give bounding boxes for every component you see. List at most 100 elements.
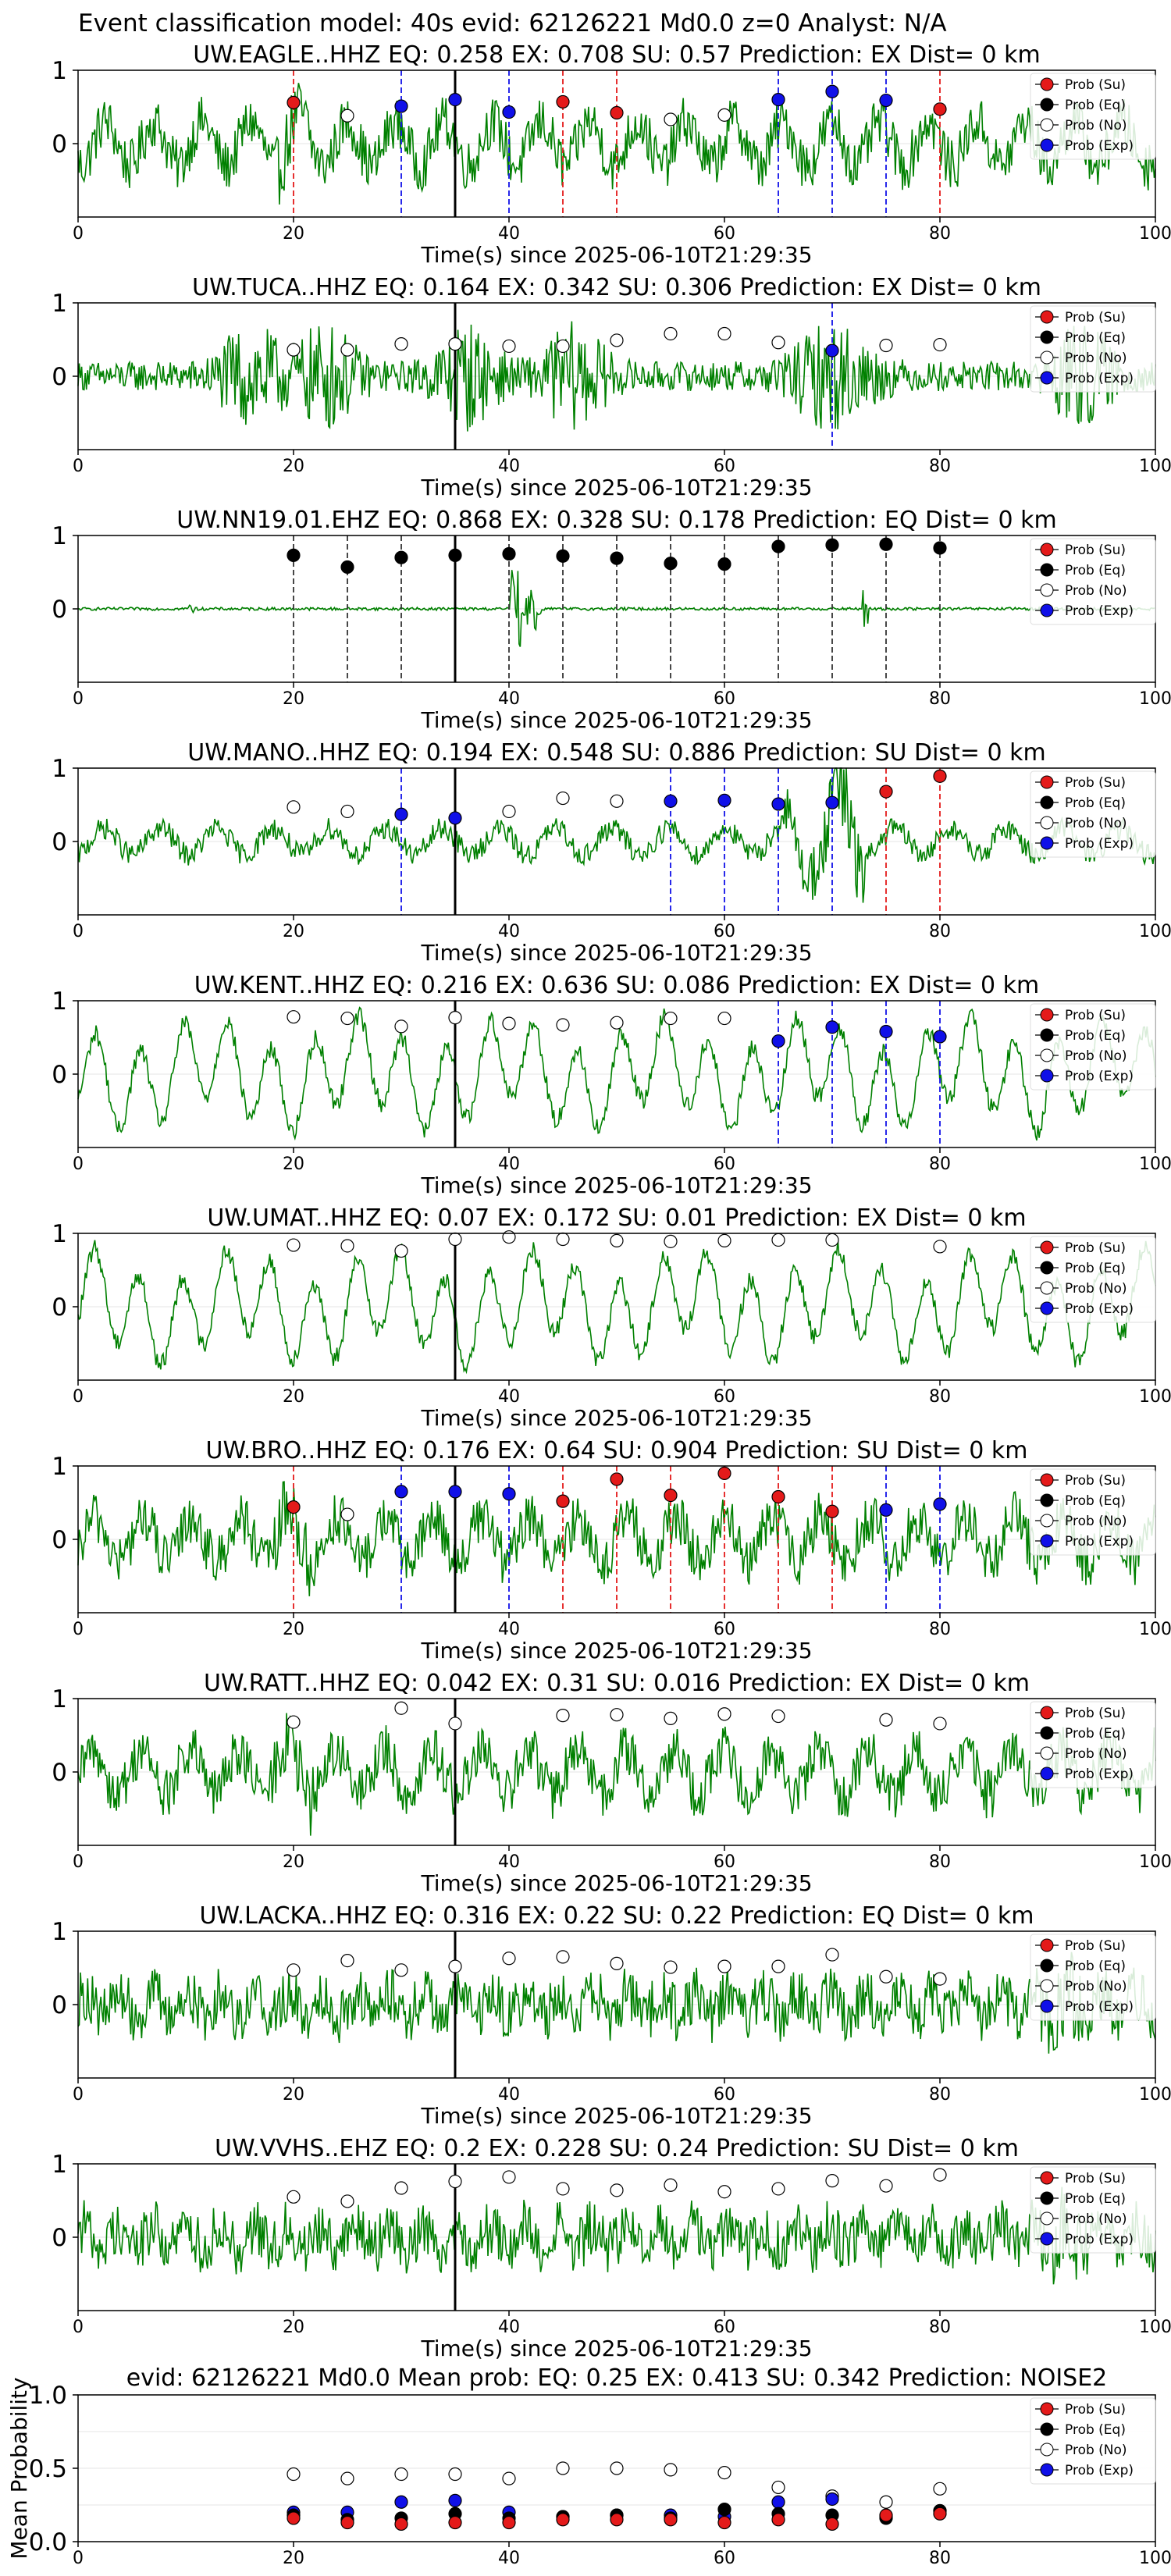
station-panel-uw-vvhs--ehz: UW.VVHS..EHZ EQ: 0.2 EX: 0.228 SU: 0.24 … — [52, 2135, 1171, 2361]
legend-marker — [1040, 1979, 1054, 1993]
prob-point-eq — [340, 560, 354, 575]
x-tick-label: 100 — [1139, 1155, 1171, 1174]
legend-label: Prob (Exp) — [1065, 1069, 1134, 1084]
y-tick-label: 1 — [52, 1918, 67, 1946]
mean-prob-point-exp — [448, 2493, 462, 2507]
mean-prob-point-eq — [717, 2503, 731, 2517]
legend-frame — [1030, 2166, 1156, 2254]
x-tick-label: 20 — [283, 1387, 304, 1407]
prob-point-exp — [879, 1503, 893, 1517]
prob-point-su — [287, 95, 301, 109]
prob-point-exp — [825, 343, 839, 358]
legend-label: Prob (Eq) — [1065, 1493, 1126, 1509]
mean-prob-point-su — [394, 2517, 408, 2532]
prob-point-no — [394, 1019, 408, 1034]
y-tick-label: 1 — [52, 755, 67, 783]
y-tick-label: 0 — [52, 596, 67, 624]
prob-point-su — [825, 1504, 839, 1518]
legend-frame — [1030, 73, 1156, 160]
legend-marker — [1040, 603, 1054, 617]
y-tick-label: 0 — [52, 2224, 67, 2252]
waveform-trace — [77, 1713, 1156, 1836]
legend-label: Prob (No) — [1065, 1048, 1127, 1064]
prob-point-exp — [664, 794, 678, 808]
y-tick-label: 0 — [52, 1991, 67, 2019]
prob-point-no — [448, 1232, 462, 1247]
legend: Prob (Su) Prob (Eq) Prob (No) Prob (Exp) — [1030, 1236, 1156, 1323]
mean-prob-point-no — [771, 2480, 785, 2495]
x-tick-label: 40 — [498, 922, 520, 941]
prob-point-no — [394, 337, 408, 351]
y-tick-label: 1 — [52, 1220, 67, 1248]
mean-prob-point-no — [287, 2467, 301, 2482]
legend: Prob (Su) Prob (Eq) Prob (No) Prob (Exp) — [1030, 1468, 1156, 1556]
legend-marker — [1040, 1534, 1054, 1548]
legend-label: Prob (Exp) — [1065, 2463, 1134, 2478]
x-tick-label: 40 — [498, 1155, 520, 1174]
x-tick-label: 60 — [714, 1387, 735, 1407]
prob-point-no — [556, 339, 570, 354]
x-tick-label: 80 — [929, 1620, 951, 1639]
prob-point-no — [879, 338, 893, 353]
panel-title: UW.RATT..HHZ EQ: 0.042 EX: 0.31 SU: 0.01… — [204, 1670, 1030, 1697]
legend-label: Prob (Su) — [1065, 310, 1126, 326]
legend-label: Prob (Eq) — [1065, 1261, 1126, 1276]
legend-marker — [1040, 1301, 1054, 1315]
panel-title: UW.LACKA..HHZ EQ: 0.316 EX: 0.22 SU: 0.2… — [199, 1902, 1034, 1930]
waveform-trace — [77, 1481, 1156, 1596]
prob-point-exp — [448, 92, 462, 107]
legend-label: Prob (Su) — [1065, 1240, 1126, 1256]
prob-point-eq — [394, 550, 408, 564]
panel-title: UW.KENT..HHZ EQ: 0.216 EX: 0.636 SU: 0.0… — [194, 972, 1040, 999]
x-tick-label: 80 — [929, 1852, 951, 1872]
legend-marker — [1040, 1746, 1054, 1760]
legend-marker — [1040, 1261, 1054, 1275]
prob-point-eq — [933, 541, 947, 555]
prob-point-exp — [879, 93, 893, 108]
prob-point-exp — [825, 1020, 839, 1034]
x-tick-label: 20 — [283, 1852, 304, 1872]
prob-point-eq — [610, 551, 624, 565]
prob-point-no — [771, 2182, 785, 2196]
legend-marker — [1040, 98, 1054, 112]
legend-marker — [1040, 138, 1054, 152]
prob-point-exp — [448, 1485, 462, 1499]
panel-title: UW.TUCA..HHZ EQ: 0.164 EX: 0.342 SU: 0.3… — [192, 274, 1041, 301]
prob-point-no — [556, 1709, 570, 1723]
x-axis-label: Time(s) since 2025-06-10T21:29:35 — [420, 1405, 812, 1431]
x-tick-label: 80 — [929, 2318, 951, 2337]
legend-label: Prob (No) — [1065, 1281, 1127, 1297]
prob-point-exp — [771, 92, 785, 107]
prob-point-no — [502, 339, 516, 354]
mean-prob-point-su — [610, 2513, 624, 2527]
y-tick-label: 1 — [52, 2151, 67, 2179]
x-tick-label: 100 — [1139, 1620, 1171, 1639]
y-tick-label: 1 — [52, 290, 67, 318]
legend-label: Prob (Eq) — [1065, 1028, 1126, 1044]
x-tick-label: 0 — [73, 2318, 84, 2337]
y-tick-label: 0 — [52, 1061, 67, 1089]
legend-marker — [1040, 563, 1054, 577]
legend-label: Prob (Exp) — [1065, 1301, 1134, 1317]
prob-point-no — [610, 1956, 624, 1970]
y-tick-label: 0 — [52, 1759, 67, 1787]
prob-point-no — [287, 1010, 301, 1024]
prob-point-no — [664, 2178, 678, 2192]
legend-label: Prob (No) — [1065, 1746, 1127, 1762]
legend-marker — [1040, 2211, 1054, 2226]
prob-point-no — [664, 1711, 678, 1725]
prob-point-no — [394, 1244, 408, 1258]
prob-point-no — [717, 1707, 731, 1721]
x-axis-label: Time(s) since 2025-06-10T21:29:35 — [420, 242, 812, 268]
prob-point-no — [502, 2170, 516, 2184]
mean-prob-point-su — [825, 2517, 839, 2532]
x-tick-label: 0 — [73, 922, 84, 941]
prob-point-no — [664, 1234, 678, 1248]
mean-prob-point-su — [771, 2513, 785, 2527]
legend-marker — [1040, 543, 1054, 557]
legend-frame — [1030, 1003, 1156, 1091]
prob-point-su — [717, 1466, 731, 1481]
x-tick-label: 0 — [73, 1387, 84, 1407]
mean-prob-point-su — [448, 2515, 462, 2530]
prob-point-no — [771, 1959, 785, 1973]
